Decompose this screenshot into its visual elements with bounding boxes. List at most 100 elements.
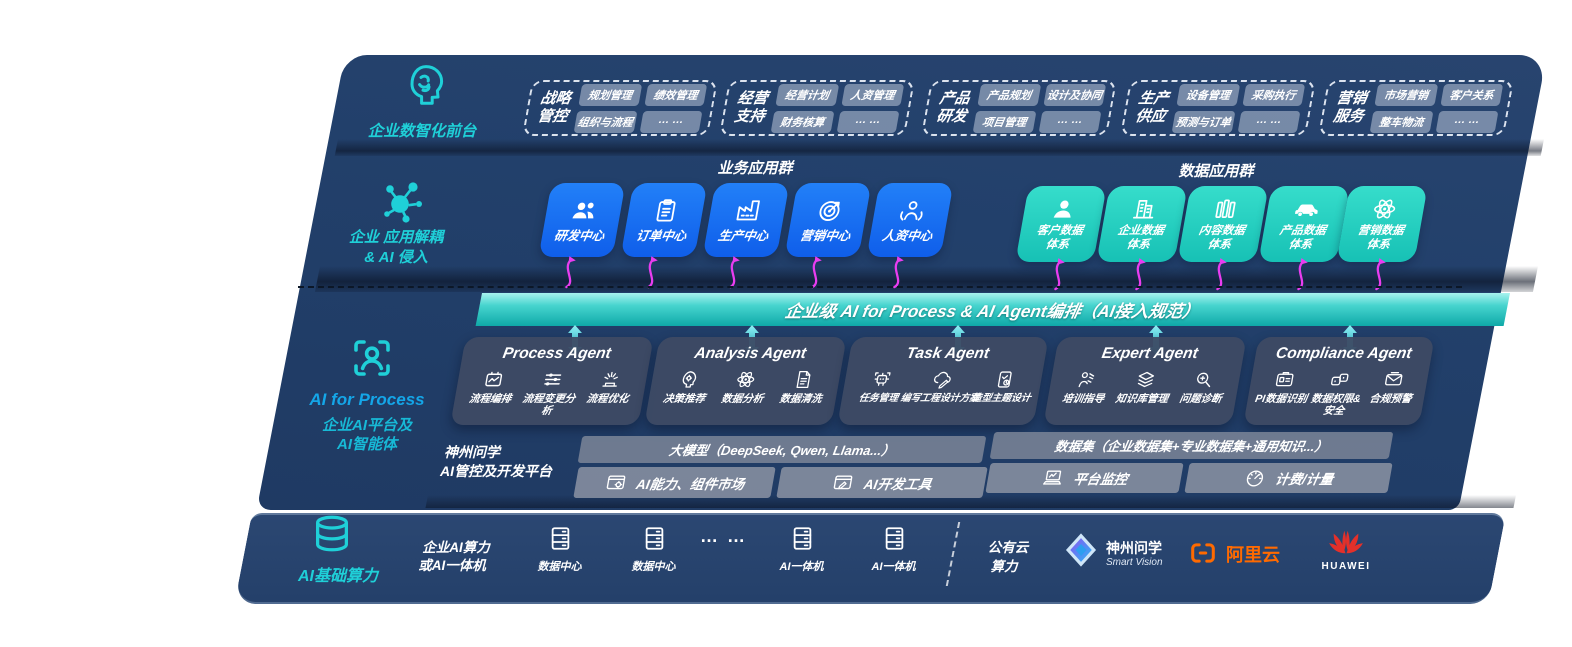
locks-icon [1327, 369, 1352, 390]
business-box-production-center: 生产中心 [702, 183, 790, 257]
front-group-production: 生产 供应 设备管理 采购执行 预测与订单 … … [1120, 80, 1316, 136]
data-group-header: 数据应用群 [1178, 163, 1254, 180]
front-chip: 规划管理 [578, 83, 642, 106]
business-box-label: 生产中心 [716, 228, 770, 243]
ai-section-label-line2: AI智能体 [336, 436, 397, 453]
apps-section-label-line2: & AI 侵入 [364, 249, 428, 266]
flow-arrow-icon [562, 255, 582, 289]
data-box-enterprise: 企业数据 体系 [1096, 186, 1188, 262]
agent-card-task: Task Agent 任务管理 编写工程设计方案 造型主题设计 [837, 337, 1049, 425]
flow-arrow-icon [808, 255, 828, 289]
gauge-icon [1242, 467, 1268, 489]
business-group-header: 业务应用群 [717, 160, 793, 177]
tablet-check-icon [992, 369, 1017, 390]
id-card-icon [1272, 369, 1297, 390]
front-group-title: 生产 供应 [1134, 90, 1171, 125]
teacher-icon [1074, 369, 1099, 390]
flow-arrow-icon [890, 255, 910, 289]
data-box-label: 营销数据 体系 [1356, 225, 1405, 251]
agent-item: 培训指导 [1053, 369, 1118, 405]
ai-appliance-label: AI一体机 [871, 561, 916, 573]
business-box-label: 订单中心 [634, 228, 688, 243]
agent-card-expert: Expert Agent 培训指导 知识库管理 问题诊断 [1043, 337, 1247, 425]
mail-warn-icon [1382, 369, 1407, 390]
agent-title: Process Agent [501, 345, 613, 362]
front-chip: 财务核算 [770, 110, 835, 133]
brain-icon [400, 60, 448, 110]
flow-arrow-icon [644, 255, 664, 289]
front-chip: 人资管理 [840, 83, 905, 106]
agent-item: 数据清洗 [770, 369, 835, 405]
monitor-box: 平台监控 [985, 463, 1184, 493]
data-box-marketing: 营销数据 体系 [1336, 186, 1428, 262]
building-icon [1129, 196, 1160, 222]
dataset-bar: 数据集（企业数据集+专业数据集+通用知识...） [989, 432, 1394, 459]
front-group-product: 产品 研发 产品规划 设计及协同 项目管理 … … [921, 80, 1117, 136]
front-group-strategy: 战略 管控 规划管理 绩效管理 组织与流程 … … [522, 80, 718, 136]
atom-icon [733, 369, 758, 390]
window-pen-icon [830, 472, 856, 494]
business-box-hr-center: 人资中心 [866, 183, 954, 257]
flow-arrow-icon [726, 255, 746, 289]
sv-vendor-name: 神州问学 [1106, 540, 1162, 556]
front-chip: 整车物流 [1369, 110, 1434, 133]
agent-card-compliance: Compliance Agent PI数据识别 数据权限& 安全 合规预警 [1243, 337, 1435, 425]
front-chip: … … [1237, 110, 1301, 133]
sliders-icon [540, 369, 565, 390]
front-chip: 绩效管理 [643, 83, 708, 106]
user-icon [1048, 196, 1079, 222]
billing-box: 计费/计量 [1184, 463, 1393, 493]
model-bar: 大模型（DeepSeek, Qwen, Llama...） [577, 436, 987, 463]
front-group-title: 营销 服务 [1332, 90, 1369, 125]
front-group-title: 经营 支持 [733, 90, 770, 125]
front-chip: … … [1038, 110, 1102, 133]
spark-icon [599, 369, 624, 390]
front-group-title: 产品 研发 [935, 90, 972, 125]
front-chip: 组织与流程 [573, 110, 638, 133]
agent-item: 决策推荐 [654, 369, 719, 405]
front-chip: … … [639, 110, 703, 133]
compute-label-line1: 企业AI算力 [422, 540, 490, 555]
atom-icon [1369, 196, 1400, 222]
capability-box: AI能力、组件市场 [573, 467, 776, 498]
front-group-marketing: 营销 服务 市场营销 客户关系 整车物流 … … [1318, 80, 1514, 136]
server-icon [880, 523, 909, 554]
business-box-rd-center: 研发中心 [538, 183, 626, 257]
business-box-order-center: 订单中心 [620, 183, 708, 257]
devtools-label: AI开发工具 [862, 476, 933, 492]
front-chip: 设计及协同 [1042, 83, 1107, 106]
agent-item: 流程优化 [577, 369, 642, 405]
huawei-vendor-name: HUAWEI [1321, 561, 1371, 572]
diagnose-icon [1192, 369, 1217, 390]
molecule-icon [378, 176, 426, 228]
server-icon [788, 523, 817, 554]
agent-item: 编写工程设计方案 [900, 369, 980, 404]
dashed-divider [298, 286, 1462, 288]
data-box-label: 内容数据 体系 [1197, 225, 1246, 251]
agent-item: 流程变更分析 [516, 369, 583, 417]
agent-title: Analysis Agent [693, 345, 808, 362]
window-gear-icon [603, 472, 629, 494]
business-box-label: 人资中心 [880, 228, 934, 243]
agent-card-process: Process Agent 流程编排 流程变更分析 流程优化 [450, 337, 654, 425]
car-icon [1290, 196, 1323, 222]
front-chip: … … [836, 110, 900, 133]
public-cloud-label-line2: 算力 [990, 559, 1018, 574]
huawei-logo-icon [1328, 528, 1364, 556]
person-scan-icon [348, 334, 396, 382]
sv-logo-icon [1062, 531, 1100, 569]
target-icon [814, 197, 846, 224]
orchestration-bar: 企业级 AI for Process & AI Agent编排（AI接入规范） [475, 293, 1510, 326]
agent-card-analysis: Analysis Agent 决策推荐 数据分析 数据清洗 [644, 337, 847, 425]
front-group-operations: 经营 支持 经营计划 人资管理 财务核算 … … [719, 80, 915, 136]
platform-label-line2: AI管控及开发平台 [440, 463, 552, 479]
data-box-label: 客户数据 体系 [1035, 225, 1084, 251]
data-box-content: 内容数据 体系 [1177, 186, 1269, 262]
front-chip: 预测与订单 [1171, 110, 1236, 133]
layers-icon [1133, 369, 1158, 390]
front-chip: 客户关系 [1439, 83, 1504, 106]
agent-item: 合规预警 [1362, 369, 1423, 405]
front-chip: 设备管理 [1176, 83, 1240, 106]
devtools-box: AI开发工具 [776, 467, 988, 498]
server-icon [640, 523, 669, 554]
